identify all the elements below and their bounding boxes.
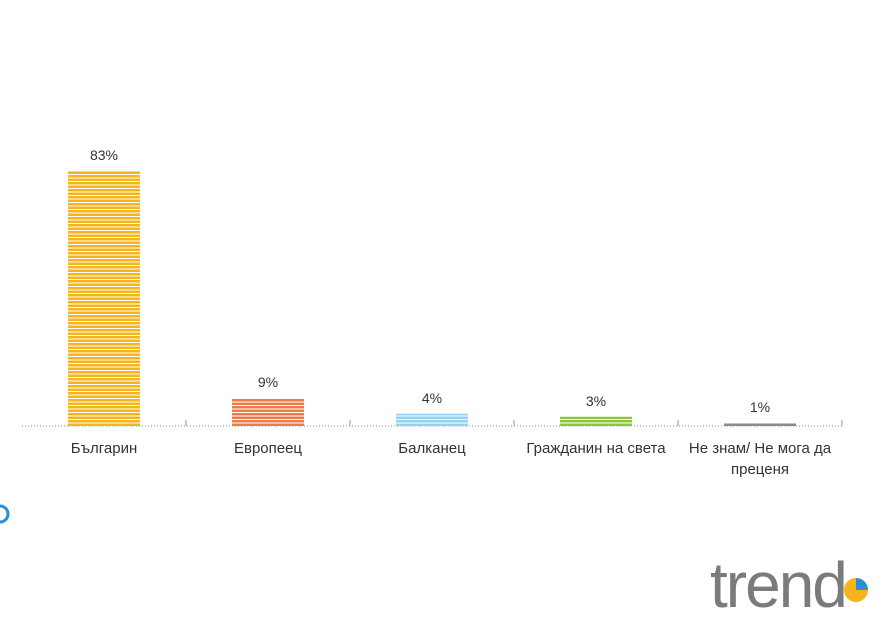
x-tick-label: Балканец <box>398 440 466 457</box>
bar <box>560 416 632 426</box>
x-tick-label: Европеец <box>233 440 303 457</box>
value-label: 4% <box>421 389 443 406</box>
x-tick-label: Българин <box>70 440 138 457</box>
x-tick-label: Не знам/ Не мога да преценя <box>688 440 832 478</box>
value-label: 1% <box>749 398 771 415</box>
bar <box>232 398 304 426</box>
bar <box>396 413 468 426</box>
bar <box>68 171 140 426</box>
value-label: 83% <box>89 147 119 163</box>
decor-arc <box>0 504 10 524</box>
value-label: 9% <box>257 374 279 391</box>
logo-dot-part <box>856 578 868 590</box>
logo: trend <box>710 549 848 621</box>
x-tick-label: Гражданин на света <box>526 440 666 457</box>
bar <box>724 422 796 426</box>
value-label: 3% <box>585 392 607 409</box>
